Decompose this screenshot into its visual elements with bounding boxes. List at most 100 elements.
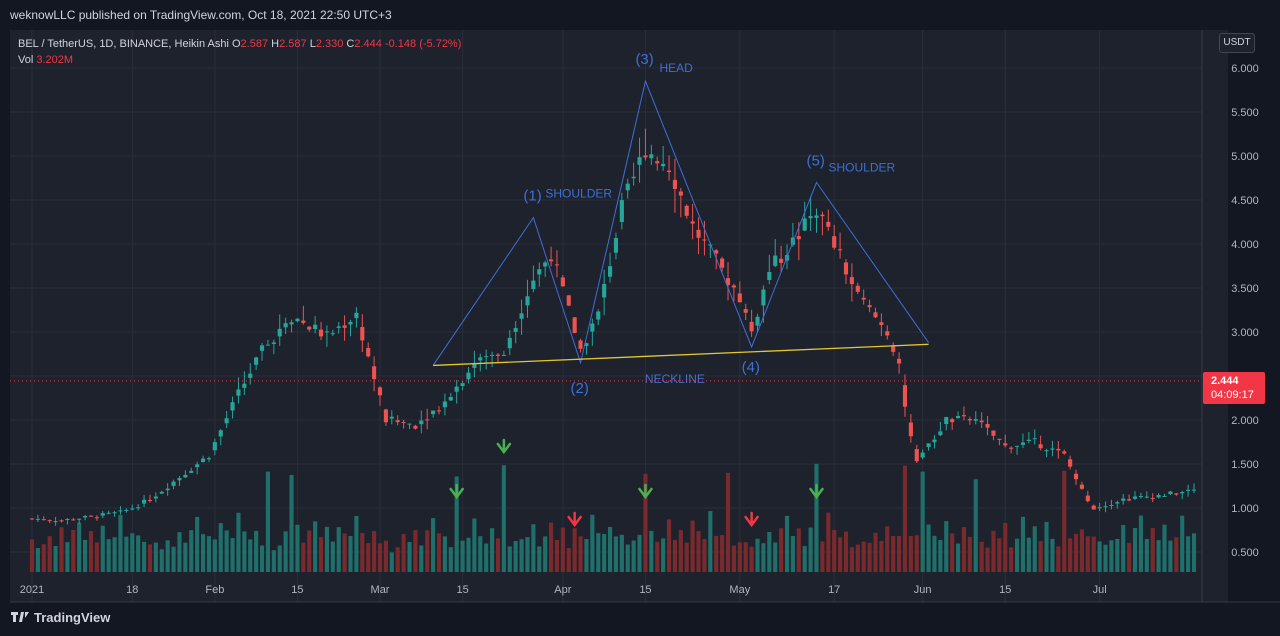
volume-bar [106, 539, 111, 572]
grid-lines [10, 30, 1202, 602]
candle-body [490, 354, 495, 356]
volume-bar [318, 537, 324, 572]
candle-body [643, 155, 648, 158]
candle-body [159, 491, 164, 494]
legend-high: 2.587 [279, 38, 307, 50]
candle-body [460, 383, 465, 387]
candle-body [950, 419, 955, 423]
volume-bar [554, 539, 560, 572]
volume-bar [572, 528, 577, 572]
candle-body [979, 420, 984, 423]
volume-bar [71, 529, 76, 572]
candle-body [849, 277, 854, 285]
volume-bar [254, 530, 259, 572]
volume-bar [195, 516, 200, 572]
volume-bar [59, 527, 64, 572]
volume-bar [88, 531, 94, 572]
y-tick-label: 5.000 [1231, 151, 1259, 163]
volume-bar [1091, 536, 1096, 572]
volume-bar [973, 479, 978, 572]
candle-body [725, 278, 731, 285]
volume-bar [702, 539, 707, 572]
candle-body [360, 327, 365, 341]
candle-body [372, 366, 377, 380]
tradingview-brand[interactable]: TradingView [10, 610, 110, 626]
volume-bar [955, 543, 961, 572]
volume-bar [466, 537, 471, 572]
volume-bar [802, 546, 807, 572]
candle-body [855, 285, 860, 292]
candle-body [171, 481, 176, 486]
volume-bar [1180, 515, 1185, 572]
volume-bar [177, 532, 182, 572]
candle-body [118, 510, 123, 512]
volume-bar [200, 534, 206, 572]
candle-body [649, 154, 654, 159]
volume-bar [991, 530, 996, 572]
volume-bar [454, 476, 459, 572]
volume-bar [590, 514, 595, 572]
candle-body [773, 255, 778, 266]
candle-body [466, 372, 471, 380]
candle-body [189, 470, 194, 473]
candle-body [1144, 496, 1149, 498]
y-tick-label: 4.500 [1231, 195, 1259, 207]
candle-body [1014, 445, 1020, 447]
candle-body [1115, 502, 1120, 504]
candle-body [29, 518, 35, 520]
candle-body [248, 373, 253, 378]
candle-body [501, 354, 506, 356]
candle-body [861, 297, 866, 300]
y-tick-label: 3.500 [1231, 283, 1259, 295]
volume-bar [672, 539, 677, 572]
volume-bar [649, 530, 654, 572]
volume-bar [507, 546, 512, 572]
volume-bar [1127, 542, 1132, 572]
volume-bar [796, 528, 801, 572]
x-tick-label: 15 [291, 584, 303, 596]
volume-bar [413, 530, 418, 572]
signal-arrow-icon [809, 483, 824, 500]
volume-bar [419, 545, 424, 572]
candle-body [519, 313, 524, 319]
candle-body [802, 218, 807, 231]
candle-body [307, 326, 312, 330]
candle-body [838, 249, 843, 251]
last-price-tag: 2.444 04:09:17 [1203, 371, 1265, 404]
candle-body [59, 520, 64, 522]
volume-bar [360, 532, 365, 572]
candle-body [955, 416, 961, 419]
candle-body [354, 312, 359, 319]
candle-body [1009, 447, 1014, 449]
volume-bar [790, 535, 795, 572]
volume-bar [484, 543, 489, 572]
volume-bar [324, 526, 329, 572]
candle-body [1050, 448, 1055, 450]
candle-body [342, 325, 347, 328]
candle-body [507, 337, 512, 349]
volume-bar [259, 545, 265, 572]
volume-bar [602, 534, 607, 572]
head-text: HEAD [659, 61, 693, 75]
last-price-value: 2.444 [1211, 374, 1239, 387]
currency-button[interactable]: USDT [1219, 33, 1255, 53]
point-4-label: (4) [742, 359, 760, 376]
legend-open: 2.587 [240, 38, 269, 50]
volume-bar [1026, 537, 1031, 572]
candle-body [94, 517, 99, 519]
volume-bar [354, 515, 359, 572]
volume-bar [525, 537, 530, 572]
candle-body [637, 157, 642, 165]
candle-body [35, 518, 40, 520]
chart-area[interactable] [10, 30, 1228, 602]
volume-bar [578, 536, 583, 572]
volume-bar [566, 548, 571, 572]
candle-body [737, 293, 742, 303]
volume-bar [425, 530, 430, 572]
candle-body [808, 216, 813, 219]
legend-high-label: H [271, 38, 280, 50]
point-5-label: (5) [806, 152, 824, 169]
candle-body [814, 215, 819, 218]
point-2-label: (2) [571, 380, 589, 397]
